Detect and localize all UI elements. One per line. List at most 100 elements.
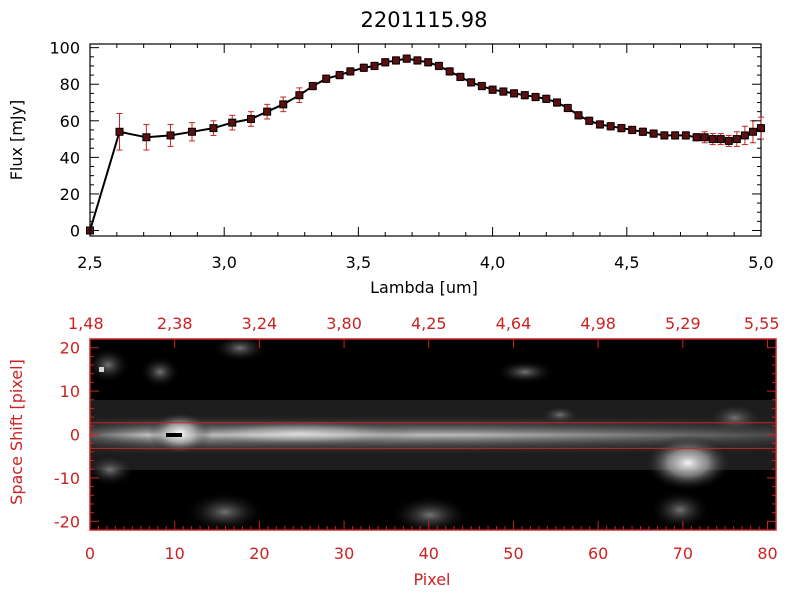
data-point xyxy=(445,67,454,76)
data-point xyxy=(708,135,717,144)
data-point xyxy=(381,58,390,67)
wavelength-top-ticks: 1,48 2,38 3,24 3,80 4,25 4,64 4,98 5,29 5,55 xyxy=(68,314,780,348)
data-point xyxy=(671,131,680,140)
spatial-x-ticks: 0 10 20 30 40 50 60 70 80 xyxy=(85,521,778,563)
data-point xyxy=(649,129,658,138)
spectrum-plot-frame xyxy=(89,43,762,237)
spatial-panel: 0 10 20 30 40 50 60 70 80 -20 -10 0 10 20 1,48 2,38 3,… xyxy=(7,314,780,589)
x-tick-label: 0 xyxy=(85,544,95,563)
data-point xyxy=(700,133,709,142)
faint-blob xyxy=(390,495,470,530)
x-tick-label: 4,0 xyxy=(480,253,505,272)
faint-blob xyxy=(185,492,265,530)
y-tick-label: 40 xyxy=(60,148,80,167)
spectrum-x-axis-label: Lambda [um] xyxy=(370,278,478,297)
spectrum-panel: 2201115.98 2,5 3,0 3,5 4,0 4,5 5,0 0 20 40 60 80 1… xyxy=(7,8,774,297)
data-point xyxy=(335,71,344,80)
top-tick-label: 5,29 xyxy=(665,314,701,333)
y-tick-label: -10 xyxy=(54,469,80,488)
spectrum-data-layer xyxy=(86,54,765,235)
top-tick-label: 2,38 xyxy=(157,314,193,333)
data-point xyxy=(692,133,701,142)
data-point xyxy=(263,107,272,116)
data-point xyxy=(402,54,411,63)
data-point xyxy=(542,94,551,103)
data-point xyxy=(456,72,465,81)
data-point xyxy=(617,124,626,133)
data-point xyxy=(595,120,604,129)
data-point xyxy=(681,131,690,140)
top-tick-label: 3,24 xyxy=(242,314,278,333)
data-point xyxy=(585,116,594,125)
chart-title: 2201115.98 xyxy=(361,8,488,32)
y-tick-label: 20 xyxy=(60,339,80,358)
data-point xyxy=(467,78,476,87)
data-point xyxy=(391,56,400,65)
data-point xyxy=(732,135,741,144)
data-point xyxy=(115,127,124,136)
y-tick-label: -20 xyxy=(54,512,80,531)
data-point xyxy=(308,82,317,91)
data-point xyxy=(531,93,540,102)
y-tick-label: 10 xyxy=(60,382,80,401)
x-tick-label: 3,5 xyxy=(346,253,371,272)
data-point xyxy=(740,131,749,140)
data-point xyxy=(606,122,615,131)
data-point xyxy=(574,111,583,120)
top-tick-label: 1,48 xyxy=(68,314,104,333)
faint-blob xyxy=(90,347,130,383)
spectrum-line xyxy=(89,57,762,231)
top-tick-label: 4,64 xyxy=(496,314,532,333)
data-point xyxy=(346,67,355,76)
x-tick-label: 20 xyxy=(249,544,269,563)
data-point xyxy=(660,131,669,140)
data-point xyxy=(434,61,443,70)
data-point xyxy=(187,127,196,136)
top-tick-label: 5,55 xyxy=(744,314,780,333)
data-point xyxy=(477,82,486,91)
data-point xyxy=(295,91,304,100)
data-point xyxy=(359,63,368,72)
y-tick-label: 80 xyxy=(60,75,80,94)
spectrum-x-ticks: 2,5 3,0 3,5 4,0 4,5 5,0 xyxy=(77,44,774,272)
x-tick-label: 40 xyxy=(419,544,439,563)
x-tick-label: 30 xyxy=(334,544,354,563)
data-point xyxy=(228,118,237,127)
data-point xyxy=(563,104,572,112)
x-tick-label: 2,5 xyxy=(77,253,102,272)
spatial-y-axis-label: Space Shift [pixel] xyxy=(7,359,26,505)
data-point xyxy=(638,127,647,136)
data-point xyxy=(279,100,288,109)
data-point xyxy=(424,58,433,67)
x-tick-label: 80 xyxy=(757,544,777,563)
top-tick-label: 4,98 xyxy=(580,314,616,333)
x-tick-label: 10 xyxy=(165,544,185,563)
data-point xyxy=(628,125,637,134)
hot-pixel xyxy=(99,367,104,372)
data-point xyxy=(716,135,725,144)
bright-blob xyxy=(180,419,420,447)
y-tick-label: 100 xyxy=(49,39,80,58)
top-tick-label: 3,80 xyxy=(326,314,362,333)
faint-blob xyxy=(90,454,136,486)
spectrum-y-axis-label: Flux [mJy] xyxy=(7,100,26,181)
x-tick-label: 50 xyxy=(503,544,523,563)
data-point xyxy=(370,61,379,70)
data-point xyxy=(510,89,519,98)
data-point xyxy=(166,131,175,140)
y-tick-label: 0 xyxy=(70,426,80,445)
x-tick-label: 5,0 xyxy=(748,253,773,272)
data-point xyxy=(553,98,562,107)
x-tick-label: 60 xyxy=(588,544,608,563)
hot-pixel xyxy=(166,433,182,437)
faint-blob xyxy=(140,356,180,388)
y-tick-label: 20 xyxy=(60,185,80,204)
data-point xyxy=(247,114,256,123)
x-tick-label: 3,0 xyxy=(211,253,236,272)
spectrum-y-ticks: 0 20 40 60 80 100 xyxy=(49,39,761,241)
top-tick-label: 4,25 xyxy=(411,314,447,333)
data-point xyxy=(142,133,151,142)
data-point xyxy=(520,91,529,100)
